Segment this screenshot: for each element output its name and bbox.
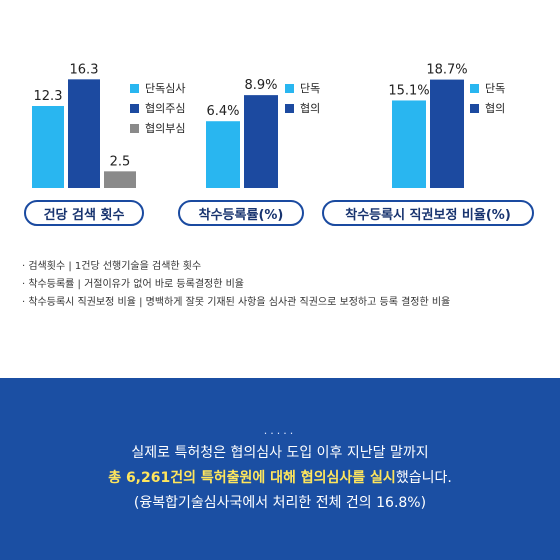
chart-search-count: 12.3 16.3 2.5 xyxy=(20,0,180,200)
chart-2-bars: 6.4% 8.9% xyxy=(206,78,278,188)
legend-label: 협의 xyxy=(485,102,506,115)
bar-단독심사 xyxy=(32,106,64,188)
legend-swatch xyxy=(470,103,479,113)
data-label: 12.3 xyxy=(34,89,63,104)
legend-item: 협의부심 xyxy=(130,118,185,138)
legend-label: 협의 xyxy=(300,102,321,115)
legend-label: 단독심사 xyxy=(145,82,186,95)
chart-3-bars: 15.1% 18.7% xyxy=(388,63,468,188)
summary-line-3: (융복합기술심사국에서 처리한 전체 건의 16.8%) xyxy=(133,495,427,511)
summary-highlight: 총 6,261건의 특허출원에 대해 협의심사를 실시 xyxy=(108,470,396,486)
legend-label: 협의주심 xyxy=(145,102,186,115)
legend-item: 협의주심 xyxy=(130,98,185,118)
legend-label: 협의부심 xyxy=(145,122,186,135)
chart-1-bars: 12.3 16.3 2.5 xyxy=(32,62,136,188)
chart-1-legend: 단독심사 협의주심 협의부심 xyxy=(130,78,185,138)
data-label: 2.5 xyxy=(110,154,131,169)
note-item: · 착수등록시 직권보정 비율 | 명백하게 잘못 기재된 사항을 심사관 직권… xyxy=(22,297,451,308)
decorative-dots: ..... xyxy=(263,424,297,437)
legend-item: 협의 xyxy=(470,98,505,118)
legend-swatch xyxy=(130,83,139,93)
legend-swatch xyxy=(285,103,294,113)
legend-swatch xyxy=(130,103,139,113)
data-label: 6.4% xyxy=(206,104,239,119)
chart-3-legend: 단독 협의 xyxy=(470,78,505,118)
bar-단독 xyxy=(392,100,426,188)
summary-line-1: 실제로 특허청은 협의심사 도입 이후 지난달 말까지 xyxy=(131,445,429,461)
legend-swatch xyxy=(285,83,294,93)
bar-협의부심 xyxy=(104,171,136,188)
bar-단독 xyxy=(206,121,240,188)
legend-swatch xyxy=(470,83,479,93)
legend-swatch xyxy=(130,123,139,133)
bar-협의 xyxy=(430,79,464,188)
chart-1-title: 건당 검색 횟수 xyxy=(24,200,144,226)
legend-item: 단독 xyxy=(285,78,320,98)
legend-label: 단독 xyxy=(485,82,506,95)
legend-label: 단독 xyxy=(300,82,321,95)
bar-협의주심 xyxy=(68,79,100,188)
legend-item: 협의 xyxy=(285,98,320,118)
legend-item: 단독 xyxy=(470,78,505,98)
chart-2-legend: 단독 협의 xyxy=(285,78,320,118)
legend-item: 단독심사 xyxy=(130,78,185,98)
data-label: 15.1% xyxy=(388,83,429,98)
note-item: · 검색횟수 | 1건당 선행기술을 검색한 횟수 xyxy=(22,261,202,272)
data-label: 18.7% xyxy=(426,63,467,78)
data-label: 8.9% xyxy=(244,78,277,93)
summary-panel: ..... 실제로 특허청은 협의심사 도입 이후 지난달 말까지 총 6,26… xyxy=(0,378,560,560)
definition-notes: · 검색횟수 | 1건당 선행기술을 검색한 횟수 · 착수등록률 | 거절이유… xyxy=(22,258,450,312)
bar-협의 xyxy=(244,95,278,188)
summary-line-2-rest: 했습니다. xyxy=(395,470,452,486)
data-label: 16.3 xyxy=(70,62,99,77)
chart-correction-ratio: 15.1% 18.7% xyxy=(380,0,490,200)
summary-line-2: 총 6,261건의 특허출원에 대해 협의심사를 실시했습니다. xyxy=(0,467,560,487)
chart-3-title: 착수등록시 직권보정 비율(%) xyxy=(322,200,534,226)
chart-2-title: 착수등록률(%) xyxy=(178,200,304,226)
note-item: · 착수등록률 | 거절이유가 없어 바로 등록결정한 비율 xyxy=(22,279,244,290)
chart-registration-rate: 6.4% 8.9% xyxy=(196,0,306,200)
